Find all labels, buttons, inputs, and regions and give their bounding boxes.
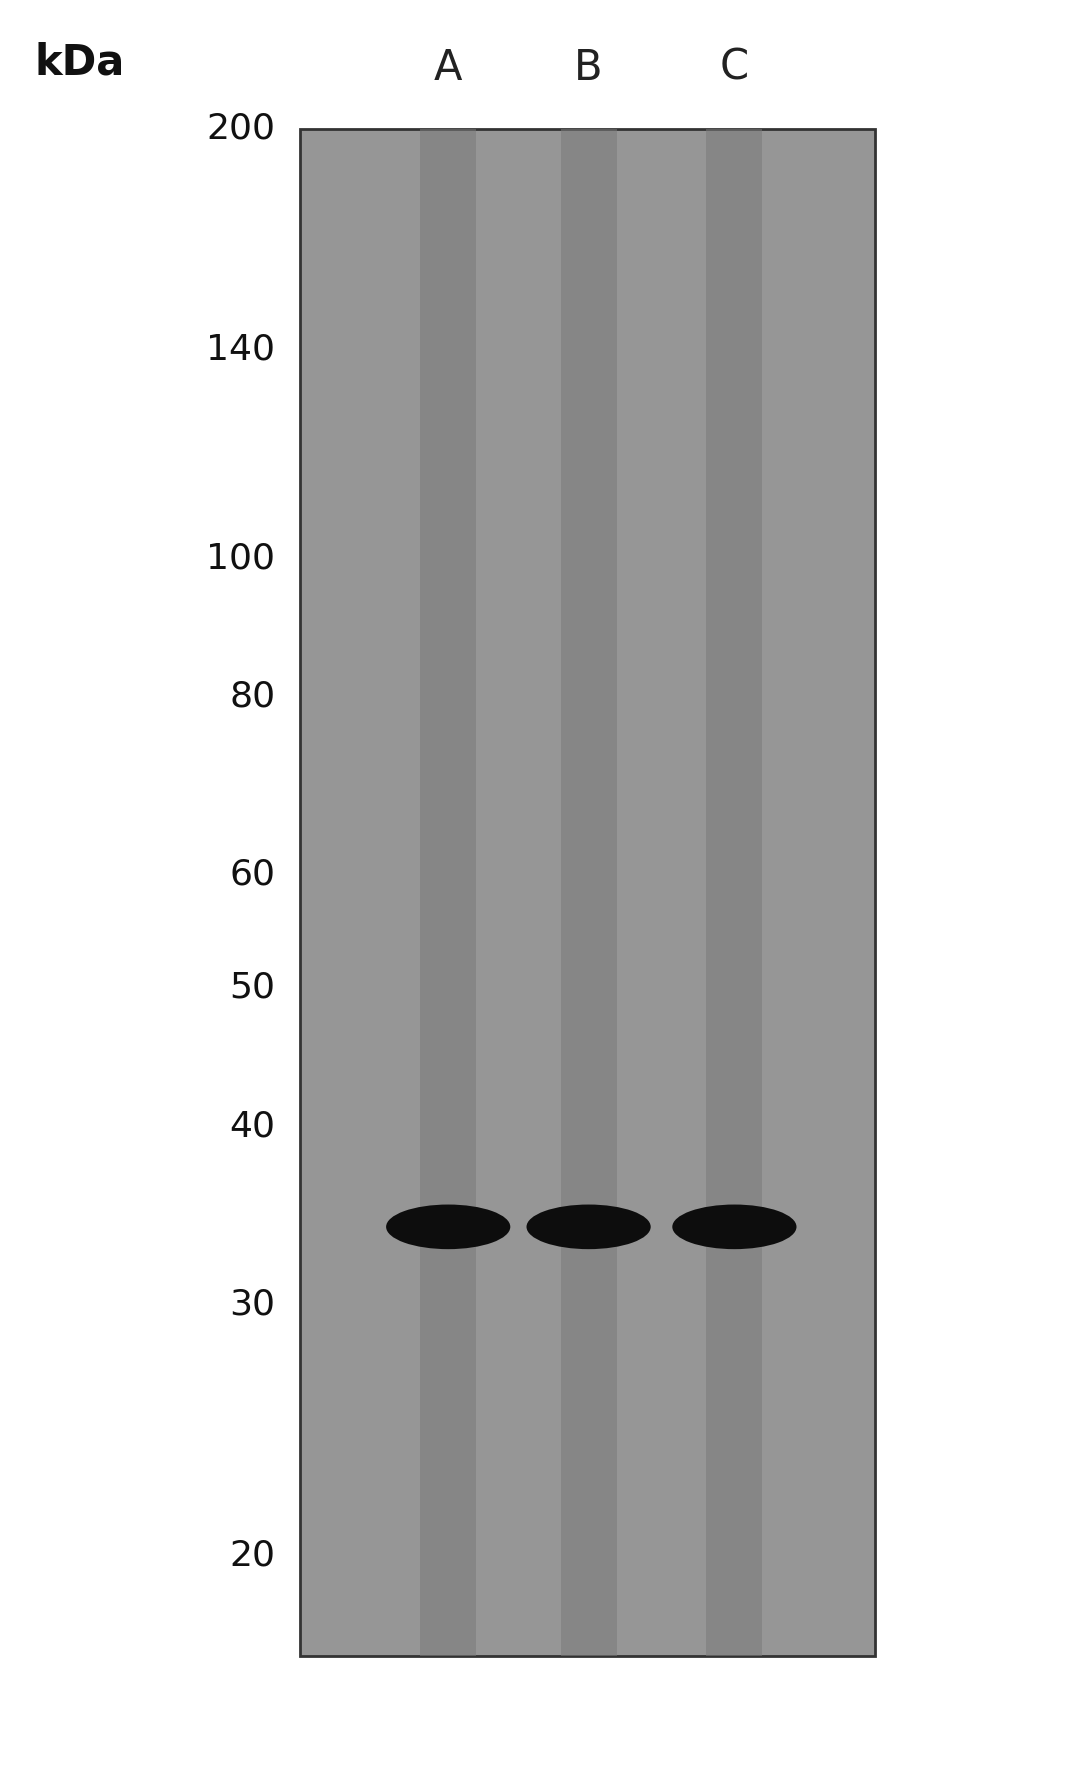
Text: 30: 30: [229, 1287, 275, 1321]
Text: A: A: [434, 46, 462, 89]
Text: B: B: [575, 46, 603, 89]
Text: 20: 20: [229, 1539, 275, 1573]
Text: 50: 50: [229, 971, 275, 1005]
Bar: [561, 129, 617, 1656]
Text: 100: 100: [206, 541, 275, 575]
Text: C: C: [720, 46, 748, 89]
Text: 60: 60: [229, 859, 275, 892]
Text: kDa: kDa: [35, 41, 125, 84]
Bar: [300, 129, 875, 1656]
Text: 140: 140: [206, 332, 275, 366]
Ellipse shape: [672, 1205, 797, 1249]
Bar: [706, 129, 762, 1656]
Ellipse shape: [387, 1205, 511, 1249]
Ellipse shape: [527, 1205, 650, 1249]
Text: 200: 200: [206, 111, 275, 146]
Bar: [420, 129, 476, 1656]
Text: 40: 40: [229, 1108, 275, 1142]
Text: 80: 80: [229, 680, 275, 714]
